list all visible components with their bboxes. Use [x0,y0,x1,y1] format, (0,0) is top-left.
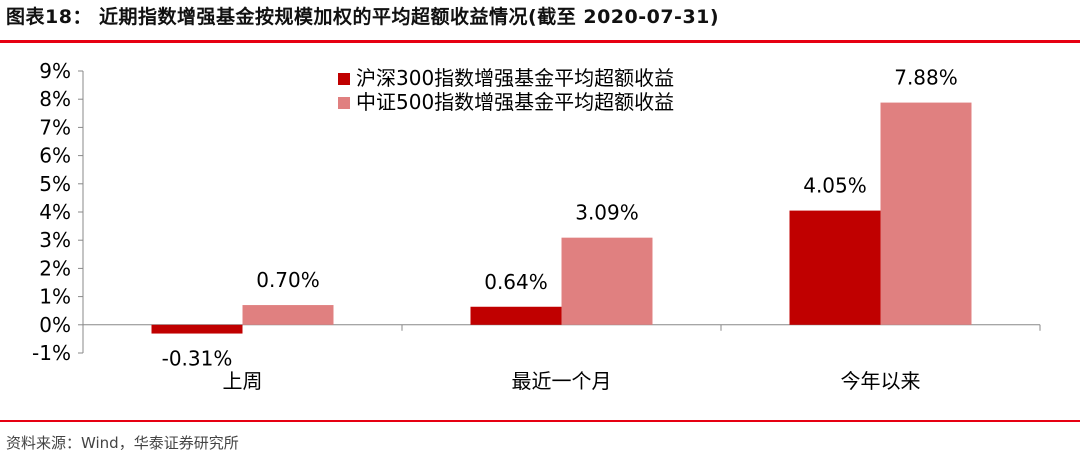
y-tick-label: -1% [32,341,71,365]
legend-swatch [338,73,350,85]
category-label: 最近一个月 [512,369,612,393]
y-tick-label: 3% [39,228,71,252]
bar-series-1 [470,306,562,325]
category-label: 上周 [223,369,263,393]
data-label: 3.09% [575,201,639,225]
bar-chart: 9% 8% 7% 6% 5% 4% 3% 2% 1% 0% -1% 上周 最近一个月 今年以来 -0.31… [32,59,1041,393]
bottom-rule [0,420,1080,422]
bars [151,102,972,334]
category-label: 今年以来 [841,369,921,393]
y-tick-label: 7% [39,115,71,139]
chart-title: 图表18： 近期指数增强基金按规模加权的平均超额收益情况(截至 2020-07-… [6,6,720,28]
legend-label: 中证500指数增强基金平均超额收益 [356,90,674,114]
legend-swatch [338,97,350,109]
data-label: 7.88% [894,66,958,90]
top-rule [0,40,1080,43]
data-label: 0.64% [484,270,548,294]
axes: 9% 8% 7% 6% 5% 4% 3% 2% 1% 0% -1% 上周 最近一个月 今年以来 [32,59,1041,393]
bar-series-1 [151,324,243,334]
data-label: 4.05% [803,174,867,198]
data-label: 0.70% [256,268,320,292]
y-tick-label: 2% [39,256,71,280]
legend-label: 沪深300指数增强基金平均超额收益 [356,66,674,90]
y-tick-label: 6% [39,144,71,168]
data-label: -0.31% [162,347,233,371]
source-note: 资料来源：Wind，华泰证券研究所 [6,434,239,452]
bar-series-2 [880,102,972,325]
y-tick-label: 8% [39,87,71,111]
bar-series-1 [789,210,881,325]
y-tick-label: 9% [39,59,71,83]
bar-series-2 [242,305,334,325]
bar-series-2 [561,237,653,325]
y-tick-label: 1% [39,285,71,309]
y-tick-label: 0% [39,313,71,337]
y-tick-label: 5% [39,172,71,196]
data-labels: -0.31% 0.70% 0.64% 3.09% 4.05% 7.88% [162,66,958,371]
y-tick-label: 4% [39,200,71,224]
